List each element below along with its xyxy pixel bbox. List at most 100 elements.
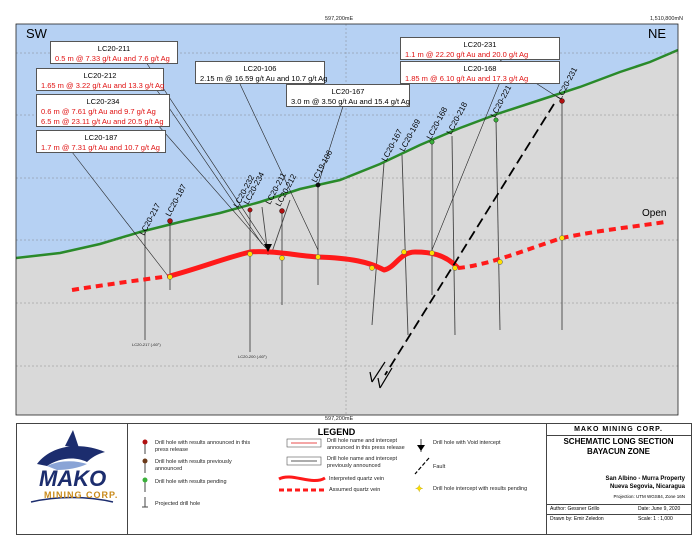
legend-title: LEGEND bbox=[317, 427, 356, 437]
callout-hole: LC20-167 bbox=[331, 87, 365, 96]
callout-hole: LC20-187 bbox=[84, 133, 118, 142]
easting-label-bottom: 597,200mE bbox=[325, 416, 354, 422]
title-row-drawn: Drawn by: Emir Zeledon Scale: 1 : 1,000 bbox=[546, 514, 691, 524]
legend-symbols: ✦ bbox=[142, 438, 430, 508]
legend-brown-collar-icon bbox=[142, 458, 148, 473]
legend-item: Fault bbox=[433, 464, 446, 470]
callout-lc20-211: LC20-211 0.5 m @ 7.33 g/t Au and 7.6 g/t… bbox=[50, 41, 178, 64]
callout-lc20-167: LC20-167 3.0 m @ 3.50 g/t Au and 15.4 g/… bbox=[286, 84, 410, 107]
title-row-author: Author: Gessner Grillo Date: June 9, 202… bbox=[546, 504, 691, 514]
northing-label: 1,510,800mN bbox=[650, 16, 684, 22]
title-block: MAKO MINING CORP. SCHEMATIC LONG SECTION… bbox=[546, 424, 691, 534]
legend-label-box-icon bbox=[286, 456, 322, 466]
scale: Scale: 1 : 1,000 bbox=[638, 516, 673, 522]
logo-name: MAKO bbox=[39, 466, 107, 491]
topography-line bbox=[16, 48, 678, 260]
callout-hole: LC20-231 bbox=[463, 40, 497, 49]
svg-text:600mRL: 600mRL bbox=[9, 42, 14, 60]
legend-item: Assumed quartz vein bbox=[329, 487, 381, 493]
logo-sub: MINING CORP. bbox=[44, 490, 119, 500]
svg-text:500mRL: 500mRL bbox=[9, 292, 14, 310]
legend-green-collar-icon bbox=[142, 477, 148, 492]
legend-void-icon bbox=[417, 439, 425, 452]
projected-hole-label: LC20-200 (-60°) bbox=[238, 354, 267, 359]
title-line-1: SCHEMATIC LONG SECTION bbox=[563, 437, 674, 446]
ground-area bbox=[16, 50, 678, 415]
projection: Projection: UTM WGS84, Zone 16N bbox=[613, 494, 685, 499]
svg-text:500mRL: 500mRL bbox=[683, 296, 688, 314]
callout-intercept: 2.15 m @ 16.59 g/t Au and 10.7 g/t Ag bbox=[200, 74, 328, 83]
direction-sw: SW bbox=[26, 26, 47, 41]
callout-intercept: 1.1 m @ 22.20 g/t Au and 20.0 g/t Ag bbox=[405, 50, 529, 59]
title-line-2: BAYACUN ZONE bbox=[587, 447, 650, 456]
callout-hole: LC20-212 bbox=[83, 71, 117, 80]
title-company: MAKO MINING CORP. bbox=[546, 424, 691, 436]
callout-lc20-231: LC20-231 1.1 m @ 22.20 g/t Au and 20.0 g… bbox=[400, 37, 560, 60]
legend-pending-star-icon: ✦ bbox=[415, 484, 424, 495]
callout-intercept: 1.85 m @ 6.10 g/t Au and 17.3 g/t Ag bbox=[405, 74, 529, 83]
drawn-by: Drawn by: Emir Zeledon bbox=[550, 516, 604, 522]
collar-markers bbox=[167, 98, 565, 224]
callout-intercept: 0.5 m @ 7.33 g/t Au and 7.6 g/t Ag bbox=[55, 54, 170, 63]
legend-item: Drill hole with results pending bbox=[155, 479, 227, 485]
title-property: San Albino - Murra Property Nueva Segovi… bbox=[606, 476, 685, 491]
callout-intercept: 0.6 m @ 7.61 g/t Au and 9.7 g/t Ag bbox=[41, 107, 156, 116]
callout-hole: LC20-106 bbox=[243, 64, 277, 73]
callout-hole: LC20-234 bbox=[86, 97, 120, 106]
callout-intercept: 1.7 m @ 7.31 g/t Au and 10.7 g/t Ag bbox=[41, 143, 160, 152]
shark-logo-icon bbox=[30, 430, 114, 503]
intercept-dots bbox=[167, 235, 565, 280]
drill-holes bbox=[144, 101, 563, 352]
open-label: Open bbox=[642, 208, 667, 219]
legend-item: Drill hole with Void intercept bbox=[433, 440, 501, 446]
legend-item: Interpreted quartz vein bbox=[329, 476, 385, 482]
svg-text:475mRL: 475mRL bbox=[9, 355, 14, 373]
legend: LEGEND ✦ Drill hole with results announc… bbox=[127, 424, 547, 534]
callout-lc20-234: LC20-234 0.6 m @ 7.61 g/t Au and 9.7 g/t… bbox=[36, 94, 170, 127]
legend-item: Drill hole with results announced in thi… bbox=[155, 440, 251, 453]
svg-text:550mRL: 550mRL bbox=[9, 167, 14, 185]
projected-hole-label: LC20-217 (-60°) bbox=[132, 342, 161, 347]
legend-item: Drill hole intercept with results pendin… bbox=[433, 486, 528, 492]
fault-line bbox=[384, 103, 555, 376]
date: Date: June 9, 2020 bbox=[638, 506, 681, 512]
logo-box: MAKO MINING CORP. bbox=[17, 424, 128, 534]
callout-hole: LC20-168 bbox=[463, 64, 497, 73]
callout-hole: LC20-211 bbox=[97, 44, 131, 53]
legend-vein-icon bbox=[278, 475, 326, 483]
legend-item: Projected drill hole bbox=[155, 501, 201, 507]
svg-text:550mRL: 550mRL bbox=[683, 172, 688, 190]
callout-intercept: 6.5 m @ 23.11 g/t Au and 20.5 g/t Ag bbox=[41, 117, 164, 126]
section-frame bbox=[15, 23, 679, 416]
assumed-quartz-vein-left bbox=[71, 274, 171, 292]
footer-panel: MAKO MINING CORP. LEGEND ✦ Drill hole wi… bbox=[16, 423, 692, 535]
legend-projected-icon bbox=[142, 497, 148, 508]
author: Author: Gessner Grillo bbox=[550, 506, 600, 512]
legend-label-box-icon bbox=[286, 438, 322, 448]
callout-lc20-212: LC20-212 1.65 m @ 3.22 g/t Au and 13.3 g… bbox=[36, 68, 164, 91]
legend-item: Drill hole name and intercept previously… bbox=[327, 456, 398, 469]
legend-fault-icon bbox=[414, 457, 430, 475]
svg-text:525mRL: 525mRL bbox=[9, 229, 14, 247]
interpreted-quartz-vein bbox=[169, 249, 460, 279]
svg-text:575mRL: 575mRL bbox=[9, 104, 14, 122]
svg-text:475mRL: 475mRL bbox=[683, 359, 688, 377]
callout-intercept: 1.65 m @ 3.22 g/t Au and 13.3 g/t Ag bbox=[41, 81, 165, 90]
callout-lc20-187: LC20-187 1.7 m @ 7.31 g/t Au and 10.7 g/… bbox=[36, 130, 166, 153]
property-location: Nueva Segovia, Nicaragua bbox=[609, 483, 685, 490]
svg-text:600mRL: 600mRL bbox=[683, 48, 688, 66]
svg-text:525mRL: 525mRL bbox=[683, 234, 688, 252]
legend-item: Drill hole name and intercept announced … bbox=[327, 438, 405, 451]
direction-ne: NE bbox=[648, 26, 667, 41]
title-main: SCHEMATIC LONG SECTION BAYACUN ZONE bbox=[546, 437, 691, 457]
easting-label-top: 597,200mE bbox=[325, 16, 354, 22]
fault-arrows bbox=[369, 361, 393, 389]
legend-item: Drill hole with results previously annou… bbox=[155, 459, 232, 472]
svg-text:✦: ✦ bbox=[415, 484, 423, 495]
callout-intercept: 3.0 m @ 3.50 g/t Au and 15.4 g/t Ag bbox=[291, 97, 410, 106]
property-name: San Albino - Murra Property bbox=[605, 476, 685, 482]
callout-lc20-168: LC20-168 1.85 m @ 6.10 g/t Au and 17.3 g… bbox=[400, 61, 560, 84]
void-marker bbox=[264, 244, 272, 252]
callout-lc20-106: LC20-106 2.15 m @ 16.59 g/t Au and 10.7 … bbox=[195, 61, 328, 84]
legend-red-collar-icon bbox=[142, 439, 148, 454]
